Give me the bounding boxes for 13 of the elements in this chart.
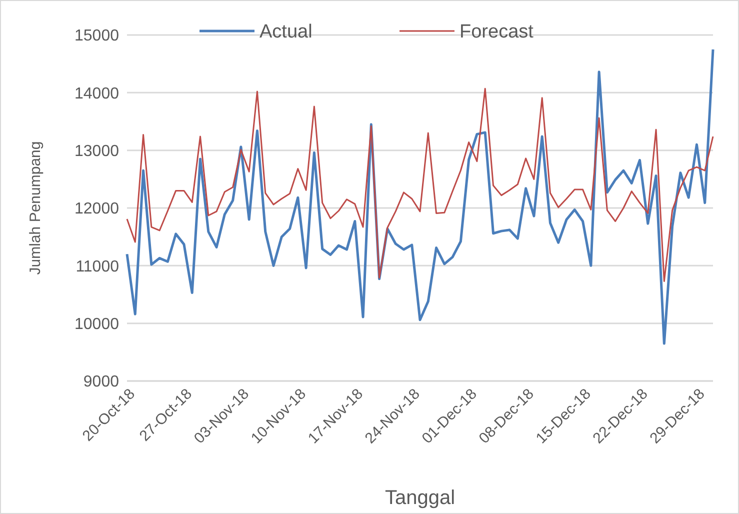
y-tick-label: 15000 bbox=[74, 28, 120, 45]
y-tick-label: 12000 bbox=[74, 200, 120, 218]
y-tick-label: 11000 bbox=[76, 258, 120, 276]
y-tick-label: 13000 bbox=[74, 142, 120, 160]
y-tick-label: 14000 bbox=[74, 85, 120, 102]
x-axis-title: Tanggal bbox=[384, 487, 456, 509]
legend-label: Actual bbox=[260, 22, 312, 43]
y-tick-label: 10000 bbox=[74, 316, 120, 333]
legend-label: Forecast bbox=[460, 22, 534, 43]
line-series bbox=[126, 88, 714, 282]
line-series bbox=[126, 48, 714, 345]
y-axis-title: Jumlah Penumpang bbox=[27, 141, 44, 275]
y-tick-label: 9000 bbox=[83, 374, 120, 391]
